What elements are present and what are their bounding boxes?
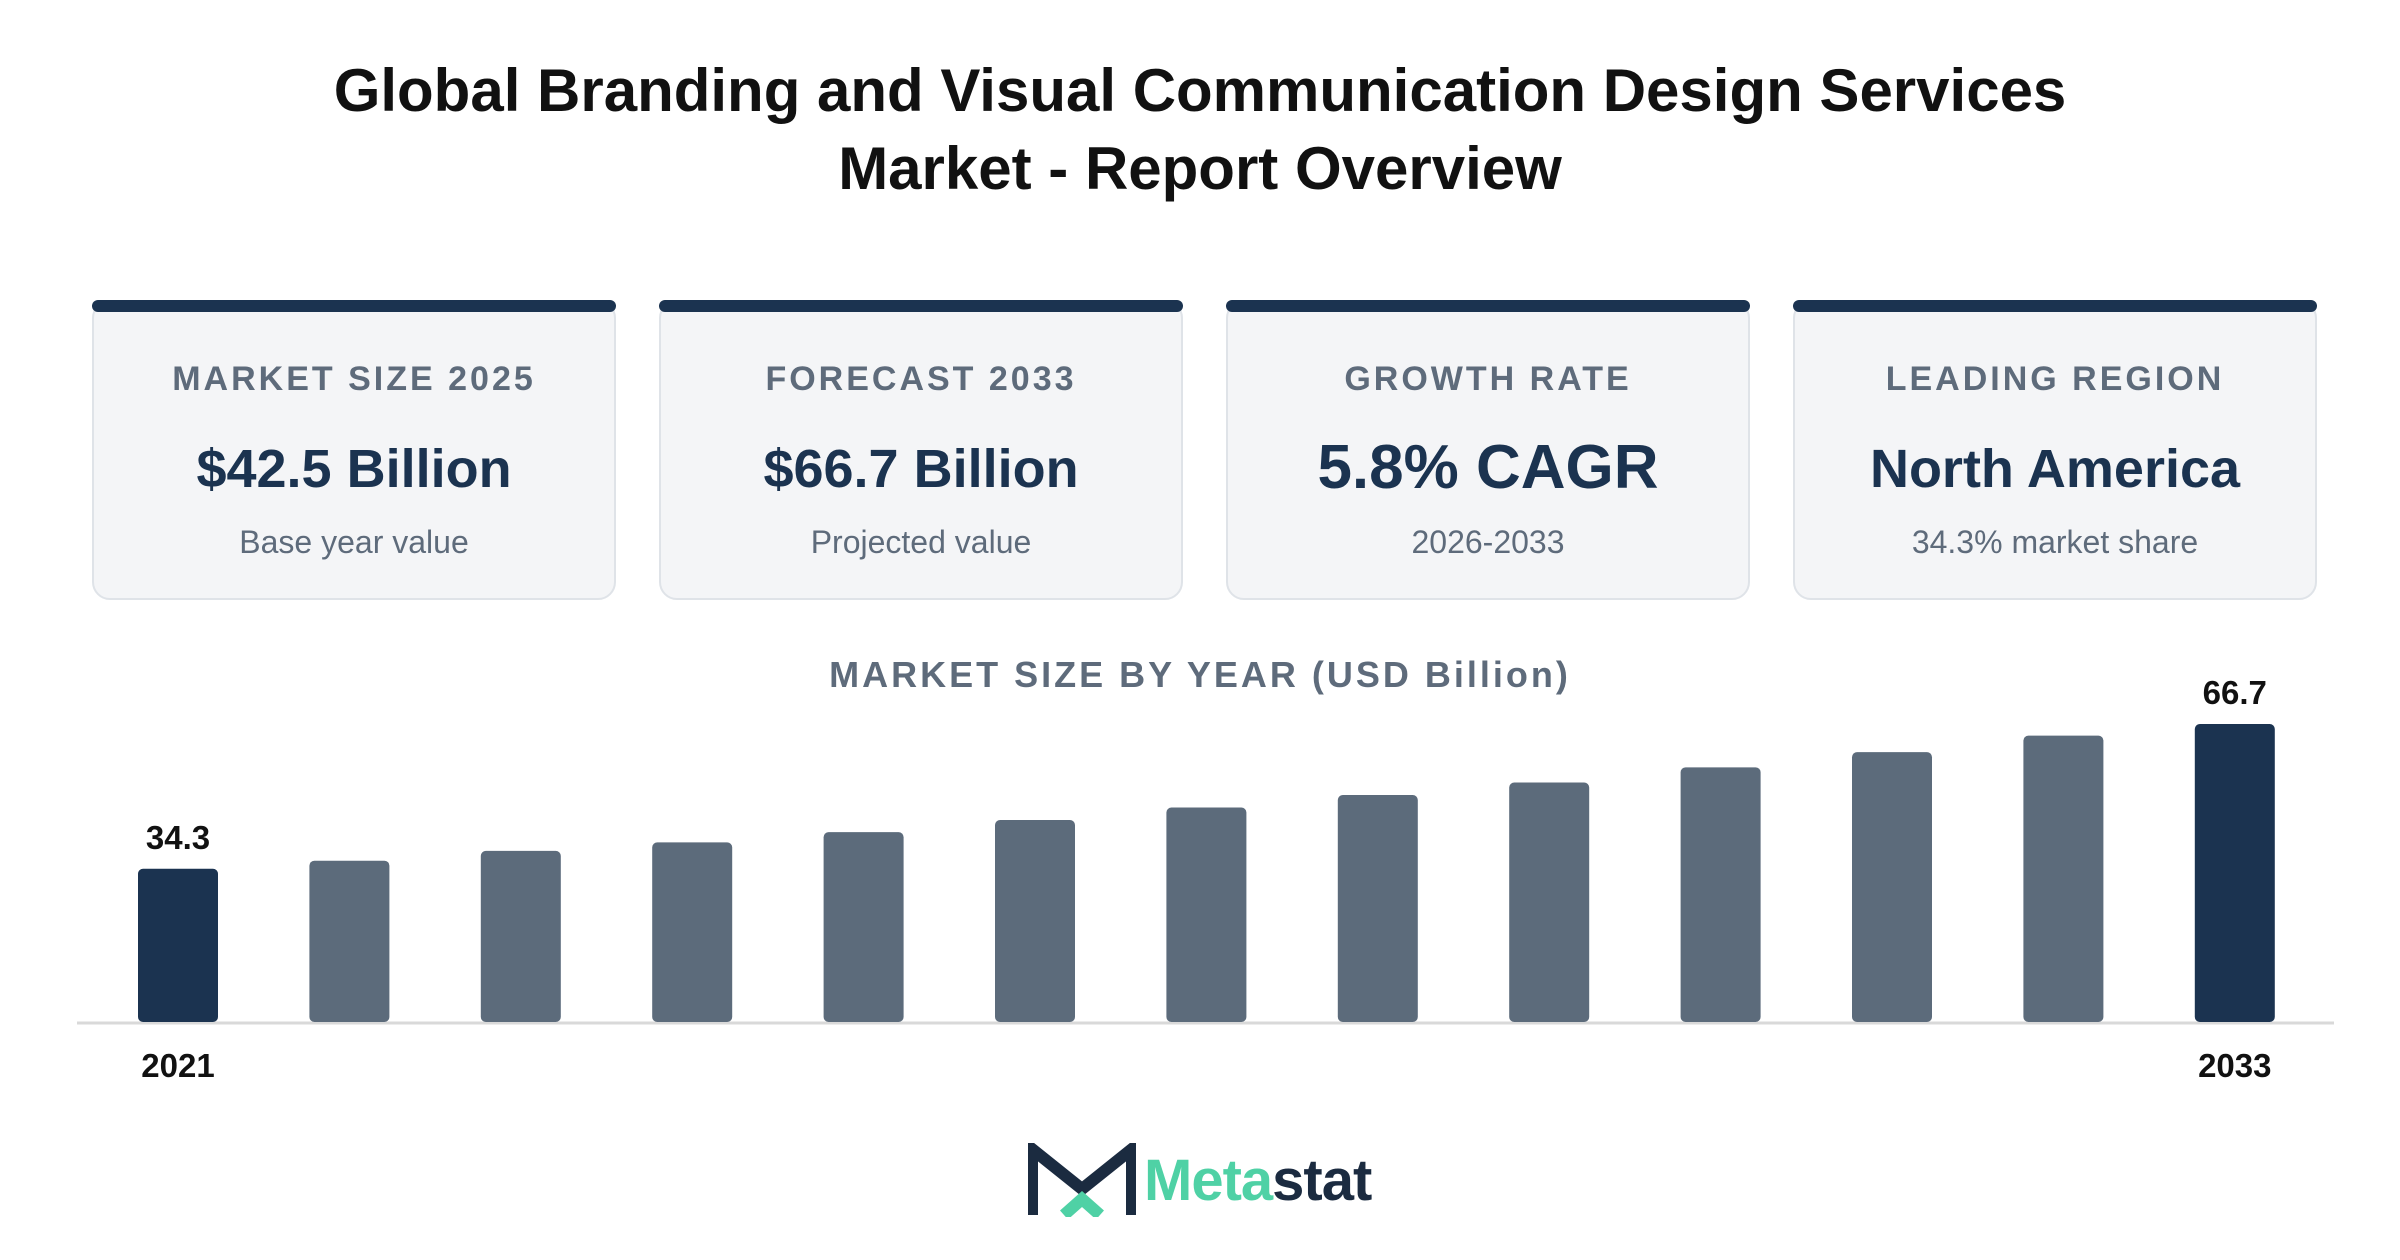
card-value: North America: [1869, 439, 2241, 499]
card-label: LEADING REGION: [1885, 360, 2225, 398]
bar-2029: [1509, 782, 1590, 1022]
card-accent-bar: [92, 300, 616, 312]
metastat-m-logo-icon: [1028, 1143, 1136, 1217]
data-label: 34.3: [146, 819, 210, 856]
bar-2022: [309, 860, 390, 1022]
page-title: Global Branding and Visual Communication…: [0, 52, 2400, 208]
card-growth-rate: GROWTH RATE 5.8% CAGR 2026-2033: [1226, 300, 1750, 600]
card-label: FORECAST 2033: [765, 360, 1077, 398]
card-accent-bar: [659, 300, 1183, 312]
bar-2027: [1166, 807, 1247, 1022]
card-value: $42.5 Billion: [196, 439, 512, 499]
bar-2021: [138, 868, 218, 1022]
card-subtext: 2026-2033: [1411, 524, 1565, 560]
card-accent-bar: [1793, 300, 2317, 312]
card-subtext: 34.3% market share: [1911, 524, 2199, 560]
brand-name-part-2: stat: [1272, 1147, 1372, 1213]
bar-2028: [1337, 795, 1418, 1022]
bar-2024: [652, 842, 733, 1022]
data-label: 66.7: [2203, 674, 2267, 711]
x-tick-label: 2033: [2198, 1047, 2271, 1084]
bar-2026: [995, 820, 1075, 1022]
page-title-line-1: Global Branding and Visual Communication…: [333, 57, 2067, 124]
brand-logo: Meta stat: [1028, 1140, 1372, 1220]
bar-2031: [1852, 752, 1932, 1022]
x-tick-label: 2021: [141, 1047, 214, 1084]
card-label: GROWTH RATE: [1344, 360, 1632, 398]
bar-2032: [2023, 735, 2104, 1022]
page-title-line-2: Market - Report Overview: [838, 135, 1562, 202]
card-value: $66.7 Billion: [763, 439, 1079, 499]
bar-2030: [1680, 767, 1761, 1022]
chart-title: MARKET SIZE BY YEAR (USD Billion): [829, 654, 1571, 695]
card-label: MARKET SIZE 2025: [172, 360, 536, 398]
card-value: 5.8% CAGR: [1317, 433, 1659, 502]
card-subtext: Base year value: [239, 524, 469, 560]
bar-2025: [823, 832, 904, 1022]
bar-2023: [480, 850, 561, 1022]
card-leading-region: LEADING REGION North America 34.3% marke…: [1793, 300, 2317, 600]
brand-name-part-1: Meta: [1144, 1147, 1273, 1213]
card-forecast: FORECAST 2033 $66.7 Billion Projected va…: [659, 300, 1183, 600]
card-subtext: Projected value: [810, 524, 1032, 560]
bar-2033: [2194, 724, 2275, 1022]
card-accent-bar: [1226, 300, 1750, 312]
card-market-size: MARKET SIZE 2025 $42.5 Billion Base year…: [92, 300, 616, 600]
